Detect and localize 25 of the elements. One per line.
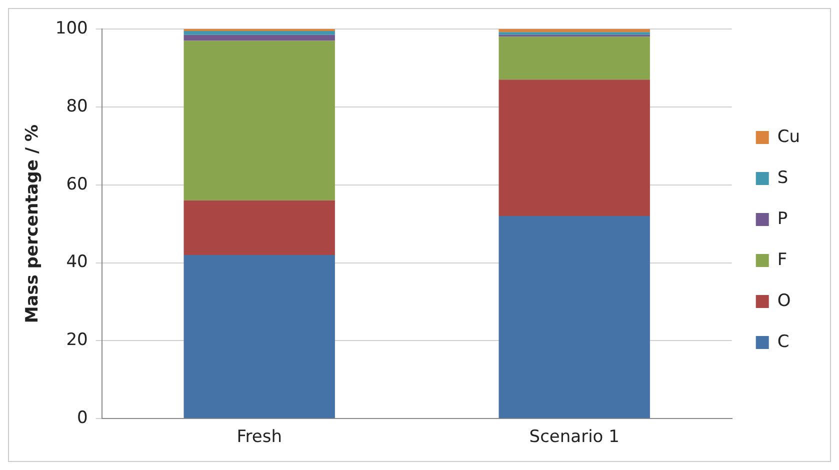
- bar: [184, 30, 335, 35]
- legend-label: S: [777, 168, 788, 188]
- y-tick-label: 40: [66, 252, 88, 272]
- bar: [498, 80, 650, 216]
- x-tick-label: Fresh: [236, 427, 282, 448]
- y-tick-label: 20: [66, 330, 88, 350]
- y-tick-label: 60: [66, 174, 88, 194]
- bar: [184, 34, 335, 41]
- bar: [498, 216, 650, 418]
- bar: [184, 200, 335, 255]
- y-tick-label: 100: [55, 18, 88, 38]
- bar: [498, 36, 650, 80]
- legend-label: Cu: [777, 126, 800, 147]
- legend-label: C: [777, 332, 790, 352]
- y-tick-label: 80: [66, 96, 88, 116]
- legend-label: O: [777, 290, 791, 311]
- legend-label: P: [777, 208, 788, 229]
- bar: [184, 254, 335, 418]
- y-tick-label: 0: [77, 408, 88, 428]
- bar: [184, 40, 335, 200]
- y-axis-title: Mass percentage / %: [22, 124, 43, 324]
- bar: [498, 32, 650, 35]
- bar: [498, 29, 650, 32]
- x-tick-label: Scenario 1: [529, 427, 620, 448]
- legend-label: F: [777, 250, 788, 270]
